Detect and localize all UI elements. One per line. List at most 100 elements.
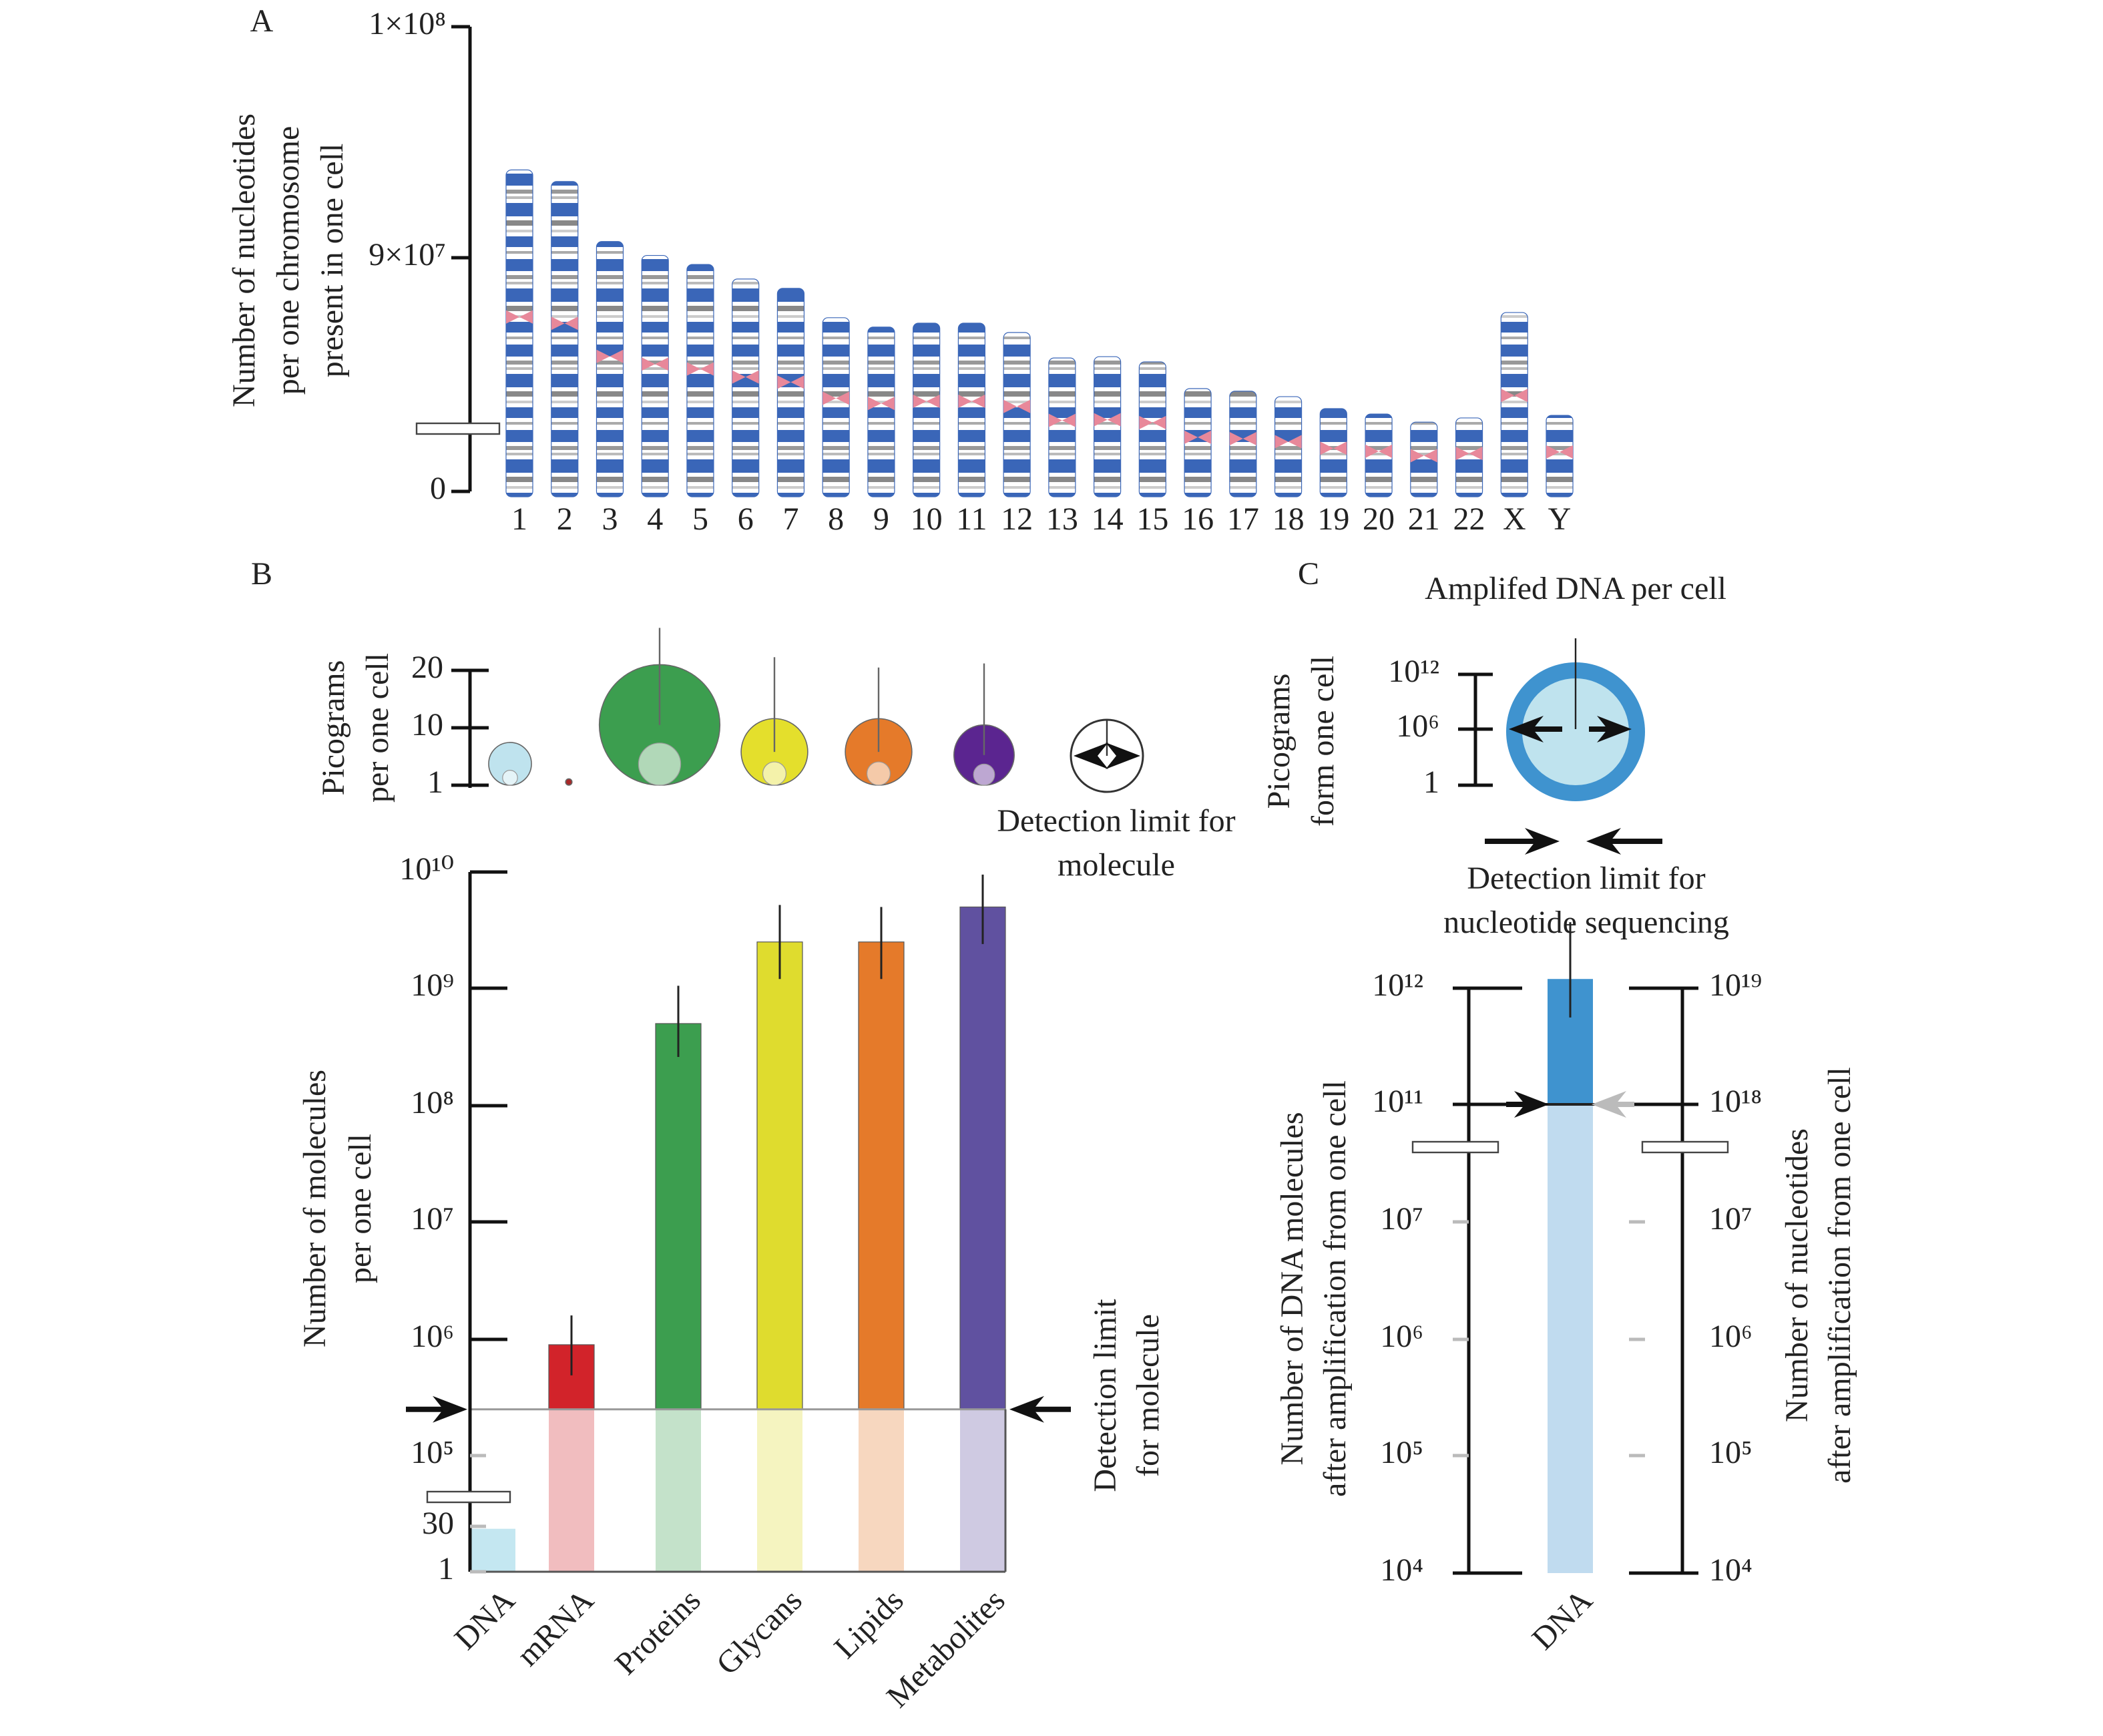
x-tick-label: 9 [873, 501, 889, 537]
annotation: molecule [1058, 847, 1175, 883]
axis-title: per one cell [342, 1134, 378, 1283]
y-tick-label: 10⁶ [1396, 708, 1439, 744]
y-tick-label: 1 [427, 765, 443, 800]
x-tick-label: 18 [1272, 501, 1305, 537]
axis-break [426, 1490, 511, 1504]
arrow-head [433, 1395, 467, 1423]
centromere [1229, 432, 1256, 446]
bar [858, 941, 905, 1410]
centromere [823, 391, 850, 405]
arrow-head [1514, 1091, 1549, 1118]
x-tick-label: 15 [1136, 501, 1168, 537]
chromosome [641, 254, 669, 497]
axis-break [1641, 1140, 1729, 1154]
centromere [642, 357, 669, 371]
axis-title: present in one cell [314, 144, 350, 378]
x-tick-label: 7 [782, 501, 798, 537]
chromosome [957, 322, 986, 497]
centromere [1501, 389, 1528, 403]
chromosome [776, 288, 805, 497]
y-tick-label: 0 [430, 471, 446, 506]
x-tick-label: 19 [1317, 501, 1349, 537]
x-tick-label: 1 [511, 501, 527, 537]
axis-title: after amplification from one cell [1317, 1080, 1353, 1497]
x-tick-label: 21 [1408, 501, 1440, 537]
chromosome [551, 181, 579, 497]
bar [655, 1023, 702, 1410]
y-tick-label: 10⁵ [1380, 1435, 1423, 1470]
axis-title: form one cell [1305, 656, 1341, 827]
axis-title: per one cell [360, 653, 395, 803]
chart-title: Amplifed DNA per cell [1425, 571, 1726, 606]
centromere [1320, 441, 1347, 455]
x-tick-label: X [1503, 501, 1526, 537]
y-tick-label: 1×10⁸ [369, 6, 446, 41]
annotation: Detection limit [1088, 1299, 1123, 1492]
x-tick-label: 4 [647, 501, 663, 537]
x-tick-label: Glycans [710, 1582, 809, 1682]
centromere [506, 310, 533, 324]
bar-faded [960, 1409, 1005, 1572]
bar-faded [656, 1409, 701, 1572]
x-tick-label: 3 [602, 501, 618, 537]
x-tick-label: Proteins [608, 1582, 708, 1682]
axis-title: Number of nucleotides [1779, 1128, 1815, 1422]
x-tick-label: DNA [448, 1582, 522, 1657]
axis-title: after amplification from one cell [1822, 1067, 1857, 1484]
chromosome [1184, 388, 1212, 497]
y-tick-label: 10⁴ [1380, 1552, 1423, 1588]
centromere [686, 362, 714, 376]
axis-break [1411, 1140, 1499, 1154]
x-tick-label: 8 [828, 501, 844, 537]
chromosome [1048, 357, 1076, 497]
x-tick-label: 10 [911, 501, 943, 537]
y-tick-label: 30 [422, 1506, 454, 1541]
x-tick-label: 17 [1227, 501, 1259, 537]
y-tick-label: 10⁶ [411, 1319, 454, 1354]
y-tick-label: 1 [438, 1551, 454, 1586]
panel-label: A [250, 3, 274, 39]
annotation: Detection limit for [997, 803, 1235, 839]
x-tick-label: 13 [1046, 501, 1078, 537]
axis-title: Number of molecules [297, 1070, 332, 1347]
centromere [1546, 445, 1574, 459]
centromere [1455, 447, 1483, 461]
centromere [1365, 444, 1393, 458]
annotation: for molecule [1130, 1314, 1166, 1477]
panel-label: B [251, 556, 272, 592]
axis-title: Number of nucleotides [226, 114, 262, 407]
annotation: Detection limit for [1467, 861, 1705, 896]
centromere [1139, 415, 1166, 429]
chromosome [913, 322, 941, 497]
bar [470, 1528, 515, 1572]
x-tick-label: 12 [1001, 501, 1033, 537]
chromosome [1138, 361, 1166, 497]
arrow-head [1525, 828, 1560, 855]
panel-label: C [1298, 556, 1319, 592]
y-tick-label: 10⁴ [1709, 1552, 1753, 1588]
y-tick-label: 10⁸ [411, 1085, 454, 1120]
y-tick-label: 10¹⁰ [399, 851, 454, 887]
centromere [913, 395, 940, 408]
y-tick-label: 10¹² [1388, 654, 1439, 689]
bubble-inner [866, 761, 891, 786]
chromosome [686, 264, 714, 497]
y-tick-label: 10⁵ [411, 1435, 454, 1470]
x-tick-label: 22 [1453, 501, 1485, 537]
y-tick-label: 10⁹ [411, 967, 454, 1003]
x-tick-label: DNA [1526, 1582, 1600, 1657]
bar-faded [859, 1409, 904, 1572]
y-tick-label: 10 [411, 707, 443, 742]
x-tick-label: 20 [1363, 501, 1395, 537]
centromere [1184, 430, 1212, 444]
chromosome [732, 278, 760, 497]
bar-faded [757, 1409, 802, 1572]
bubble-inner [638, 742, 682, 786]
axis-title: Picograms [316, 660, 351, 796]
chromosome [1094, 356, 1122, 497]
arrow-head [1509, 716, 1544, 742]
axis-title: per one chromosome [270, 126, 306, 395]
annotation: nucleotide sequencing [1443, 905, 1729, 940]
